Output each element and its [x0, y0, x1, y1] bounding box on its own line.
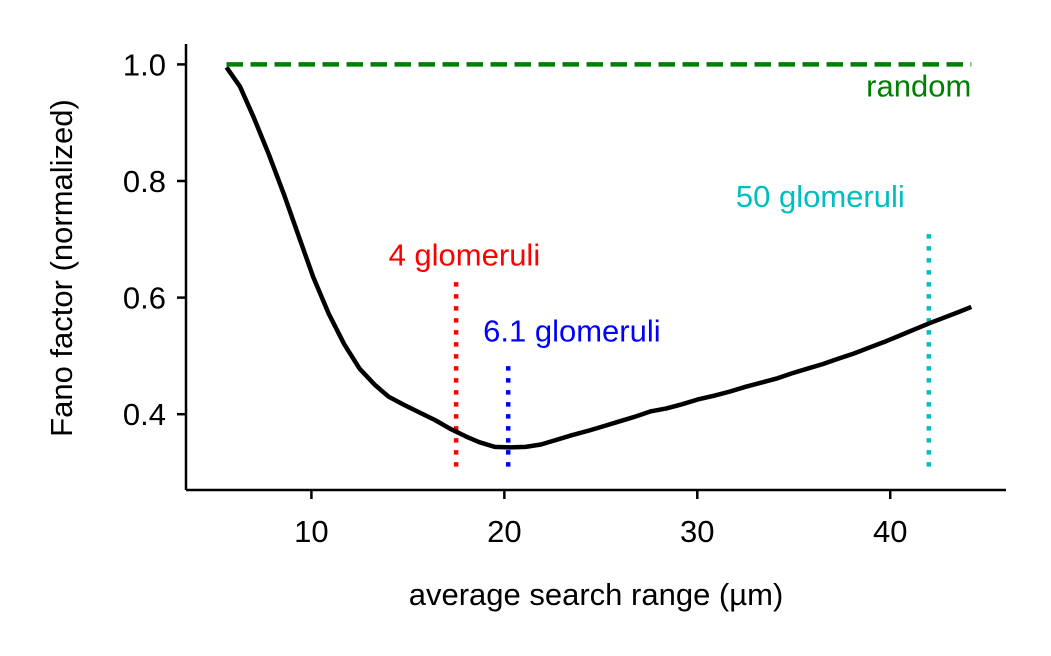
y-axis-title: Fano factor (normalized) — [44, 99, 79, 437]
x-tick-label: 20 — [487, 514, 521, 549]
y-tick-label: 0.4 — [123, 397, 166, 432]
annotation-label: 50 glomeruli — [736, 179, 905, 214]
y-tick-label: 0.6 — [123, 281, 166, 316]
x-ticks: 10 20 30 40 — [294, 490, 907, 549]
annotation-label: random — [866, 68, 971, 103]
annotation-label: 6.1 glomeruli — [483, 313, 660, 348]
x-axis-title: average search range (µm) — [409, 577, 784, 612]
fano-factor-line — [224, 66, 973, 450]
y-ticks: 0.4 0.6 0.8 1.0 — [123, 47, 186, 432]
x-tick-label: 30 — [680, 514, 714, 549]
y-tick-label: 1.0 — [123, 47, 166, 82]
axes: 10 20 30 40 0.4 0.6 0.8 1.0 average search ran… — [44, 44, 1006, 612]
x-tick-label: 40 — [873, 514, 907, 549]
y-tick-label: 0.8 — [123, 164, 166, 199]
plot-area — [224, 62, 973, 467]
annotations: random 4 glomeruli 6.1 glomeruli 50 glomeru… — [389, 68, 972, 348]
annotation-label: 4 glomeruli — [389, 238, 541, 273]
x-tick-label: 10 — [294, 514, 328, 549]
